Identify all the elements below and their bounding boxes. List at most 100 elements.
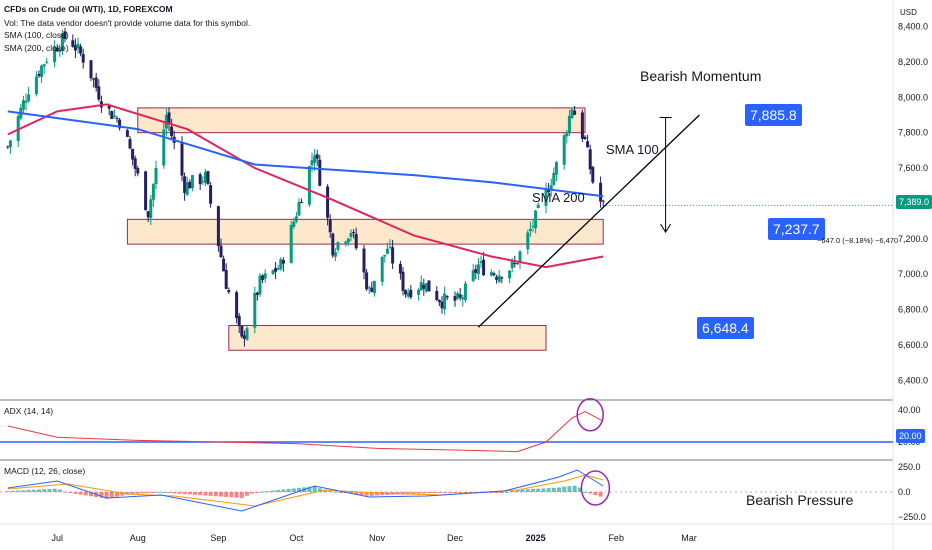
candle-body (422, 284, 426, 289)
macd-histogram-bar (323, 490, 327, 492)
candle-body (235, 292, 239, 319)
candle-body (554, 162, 558, 175)
candle-body (133, 158, 137, 169)
macd-histogram-bar (437, 492, 442, 493)
measure-arrowhead (660, 223, 672, 234)
candle-body (8, 140, 12, 147)
macd-histogram-bar (562, 486, 567, 492)
candle-body (398, 263, 402, 274)
candle-body (500, 277, 504, 279)
candle-body (263, 273, 267, 279)
macd-histogram-bar (307, 486, 312, 492)
currency-label: USD (900, 8, 917, 17)
macd-histogram-bar (406, 492, 411, 495)
macd-histogram-bar (510, 490, 515, 492)
time-tick-label: Oct (289, 533, 304, 543)
last-price-badge: 7,389.0 (896, 195, 932, 209)
price-tick-label: 8,200.0 (898, 57, 928, 67)
macd-tick-label: 250.0 (898, 462, 921, 472)
macd-histogram-bar (364, 492, 369, 496)
candle-body (406, 292, 410, 297)
candle-body (346, 238, 350, 243)
macd-histogram-bar (489, 492, 494, 493)
candle-body (89, 60, 93, 79)
macd-histogram-bar (567, 486, 572, 492)
candle-body (42, 64, 46, 67)
time-tick-label: Nov (369, 533, 386, 543)
candle-body (198, 174, 202, 185)
candle-body (567, 115, 571, 134)
candle-body (536, 204, 540, 208)
candle-body (224, 270, 228, 289)
candle-body (461, 297, 465, 300)
macd-histogram-bar (161, 491, 166, 493)
adx-highlight-circle (576, 398, 604, 432)
price-tick-label: 6,800.0 (898, 305, 928, 315)
candle-body (453, 296, 457, 301)
macd-histogram-bar (281, 489, 286, 492)
candle-body (583, 136, 587, 140)
macd-histogram-bar (224, 492, 229, 497)
candle-body (203, 171, 207, 183)
macd-histogram-bar (239, 492, 244, 498)
candle-body (92, 78, 96, 80)
macd-histogram-bar (577, 487, 582, 492)
time-tick-label: Sep (210, 533, 226, 543)
candle-body (216, 206, 220, 246)
macd-histogram-bar (447, 492, 452, 493)
macd-histogram-bar (31, 489, 36, 492)
macd-histogram-bar (551, 487, 556, 492)
candle-body (237, 315, 241, 326)
candle-body (515, 263, 519, 265)
candle-body (476, 264, 480, 274)
candle-body (435, 291, 439, 301)
candle-body (170, 126, 174, 137)
candle-body (570, 109, 574, 118)
macd-histogram-bar (245, 492, 249, 496)
candle-body (315, 154, 319, 159)
support-trendline (477, 114, 700, 328)
candle-body (63, 31, 67, 39)
candle-body (380, 256, 384, 282)
candle-body (21, 100, 25, 110)
candle-body (6, 146, 10, 148)
candle-body (300, 202, 304, 204)
candle-body (261, 275, 265, 280)
macd-histogram-bar (520, 489, 525, 492)
candle-body (128, 139, 132, 149)
candle-body (274, 267, 278, 272)
macd-histogram-bar (57, 489, 62, 492)
macd-histogram-bar (73, 492, 78, 494)
candle-body (526, 232, 530, 250)
macd-histogram-bar (271, 490, 275, 492)
candle-body (508, 270, 512, 279)
candle-body (492, 273, 496, 276)
macd-histogram-bar (572, 485, 577, 492)
candle-body (328, 219, 332, 233)
candle-body (528, 228, 532, 232)
candle-body (497, 275, 501, 282)
candle-body (125, 130, 129, 137)
level-mid-tag: 7,237.7 (768, 218, 825, 240)
macd-histogram-bar (109, 492, 114, 498)
candle-body (240, 325, 244, 337)
candle-body (136, 168, 140, 174)
candle-body (440, 301, 444, 309)
bearish-pressure-label: Bearish Pressure (746, 492, 854, 508)
candle-body (510, 261, 514, 269)
time-tick-label: Feb (608, 533, 624, 543)
candle-body (404, 290, 408, 295)
candle-body (94, 77, 98, 88)
macd-histogram-bar (52, 488, 57, 492)
candle-body (531, 225, 535, 227)
support-resistance-zone (228, 324, 547, 351)
adx-label: ADX (14, 14) (4, 406, 54, 416)
price-tick-label: 6,400.0 (898, 375, 928, 385)
candle-body (55, 47, 59, 52)
bearish-momentum-label: Bearish Momentum (640, 68, 762, 84)
macd-histogram-bar (83, 492, 88, 496)
macd-histogram-bar (531, 489, 535, 492)
candle-body (513, 263, 517, 265)
macd-histogram-bar (375, 492, 379, 496)
macd-histogram-bar (182, 492, 187, 495)
